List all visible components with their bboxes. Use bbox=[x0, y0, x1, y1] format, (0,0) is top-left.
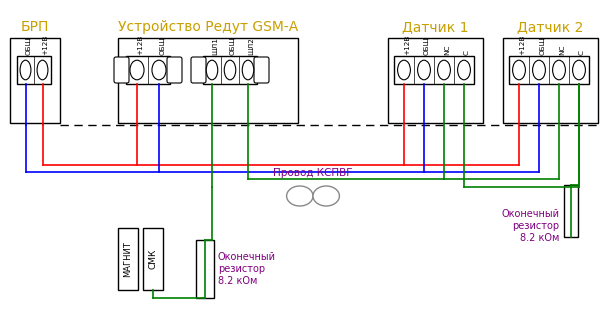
Text: Устройство Редут GSM-А: Устройство Редут GSM-А bbox=[118, 20, 298, 34]
Bar bbox=[143, 228, 163, 290]
FancyBboxPatch shape bbox=[114, 57, 129, 83]
Bar bbox=[196, 240, 214, 298]
Text: NC: NC bbox=[444, 45, 450, 55]
Ellipse shape bbox=[242, 60, 254, 80]
Text: Датчик 2: Датчик 2 bbox=[517, 20, 584, 34]
FancyBboxPatch shape bbox=[191, 57, 206, 83]
Ellipse shape bbox=[438, 60, 450, 80]
Text: ОБЩ: ОБЩ bbox=[159, 37, 165, 55]
Text: ОБЩ: ОБЩ bbox=[424, 37, 430, 55]
Ellipse shape bbox=[37, 60, 48, 80]
Bar bbox=[564, 185, 578, 237]
Text: Оконечный
резистор
8.2 кОм: Оконечный резистор 8.2 кОм bbox=[501, 209, 559, 243]
Ellipse shape bbox=[513, 60, 525, 80]
Ellipse shape bbox=[152, 60, 166, 80]
Ellipse shape bbox=[573, 60, 586, 80]
Bar bbox=[509, 56, 589, 84]
Text: БРП: БРП bbox=[21, 20, 49, 34]
Text: ОБЩ: ОБЩ bbox=[26, 37, 32, 55]
Ellipse shape bbox=[532, 60, 545, 80]
Text: ОБЩ: ОБЩ bbox=[230, 37, 236, 55]
Bar bbox=[10, 38, 60, 123]
Text: +12В: +12В bbox=[404, 35, 410, 55]
Text: NC: NC bbox=[559, 45, 565, 55]
Ellipse shape bbox=[286, 186, 313, 206]
Ellipse shape bbox=[20, 60, 31, 80]
Ellipse shape bbox=[206, 60, 218, 80]
Text: Датчик 1: Датчик 1 bbox=[402, 20, 469, 34]
Bar bbox=[394, 56, 474, 84]
FancyBboxPatch shape bbox=[167, 57, 182, 83]
Bar bbox=[118, 38, 298, 123]
Text: МАГНИТ: МАГНИТ bbox=[124, 241, 133, 277]
Text: +12В: +12В bbox=[137, 35, 143, 55]
Ellipse shape bbox=[553, 60, 565, 80]
Ellipse shape bbox=[398, 60, 411, 80]
Text: +12В: +12В bbox=[42, 35, 48, 55]
Ellipse shape bbox=[458, 60, 471, 80]
Ellipse shape bbox=[224, 60, 236, 80]
Text: C: C bbox=[464, 50, 470, 55]
Bar bbox=[203, 56, 257, 84]
Bar bbox=[17, 56, 51, 84]
Bar bbox=[118, 228, 138, 290]
Ellipse shape bbox=[417, 60, 430, 80]
Text: C: C bbox=[579, 50, 585, 55]
Text: Провод КСПВГ: Провод КСПВГ bbox=[273, 168, 353, 178]
Bar bbox=[503, 38, 598, 123]
Text: Оконечный
резистор
8.2 кОм: Оконечный резистор 8.2 кОм bbox=[218, 252, 276, 286]
Bar bbox=[126, 56, 170, 84]
Text: ОБЩ: ОБЩ bbox=[539, 37, 545, 55]
Text: ШЛ1: ШЛ1 bbox=[212, 37, 218, 55]
Text: СМК: СМК bbox=[149, 249, 157, 269]
Bar bbox=[388, 38, 483, 123]
Ellipse shape bbox=[313, 186, 340, 206]
Ellipse shape bbox=[130, 60, 144, 80]
Text: +12В: +12В bbox=[519, 35, 525, 55]
FancyBboxPatch shape bbox=[254, 57, 269, 83]
Text: ШЛ2: ШЛ2 bbox=[248, 37, 254, 55]
